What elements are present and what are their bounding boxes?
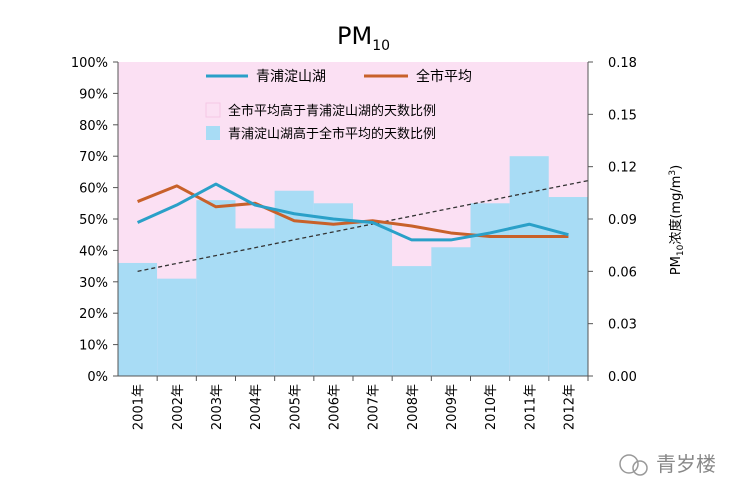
x-tick-label: 2005年 <box>288 384 303 430</box>
bar-qingpu-higher-12 <box>548 197 588 376</box>
bar-qingpu-higher-3 <box>196 200 236 376</box>
left-tick-label: 70% <box>79 150 108 165</box>
legend-label-qingpu: 青浦淀山湖 <box>256 69 326 85</box>
wechat-icon <box>619 454 639 474</box>
watermark: 青岁楼 <box>619 452 716 476</box>
right-tick-label: 0.03 <box>608 318 637 333</box>
left-tick-labels: 0% 10% 20% 30% 40% 50% 60% 70% 80% 90% 100% <box>71 56 118 385</box>
left-tick-label: 40% <box>79 244 108 259</box>
x-tick-label: 2002年 <box>171 384 186 430</box>
bar-qingpu-higher-1 <box>118 262 158 376</box>
right-tick-label: 0.00 <box>608 370 637 385</box>
left-tick-label: 80% <box>79 119 108 134</box>
legend-swatch-city-higher <box>205 102 221 118</box>
left-tick-label: 90% <box>79 87 108 102</box>
legend-label-city-higher: 全市平均高于青浦淀山湖的天数比例 <box>228 103 436 119</box>
bar-city-higher-2 <box>157 62 197 279</box>
legend-label-city: 全市平均 <box>416 68 472 85</box>
wechat-icon-bubble <box>632 460 648 476</box>
x-tick-label: 2012年 <box>562 384 577 430</box>
bar-city-higher-6 <box>313 62 353 204</box>
right-tick-labels: 0.00 0.03 0.06 0.09 0.12 0.15 0.18 <box>588 56 637 385</box>
bar-city-higher-4 <box>235 62 275 229</box>
left-tick-label: 20% <box>79 307 108 322</box>
line-qingpu <box>136 182 569 242</box>
bar-qingpu-higher-2 <box>157 278 197 376</box>
right-tick-label: 0.12 <box>608 161 637 176</box>
bar-city-higher-1 <box>118 62 158 263</box>
legend: 青浦淀山湖 全市平均 全市平均高于青浦淀山湖的天数比例 青浦淀山湖高于全市平均的… <box>205 68 472 142</box>
left-tick-label: 30% <box>79 276 108 291</box>
chart-title: PM10 <box>337 22 390 54</box>
bar-qingpu-higher-4 <box>235 228 275 376</box>
line-city-average <box>137 184 569 238</box>
bar-city-higher-5 <box>274 62 314 191</box>
x-tick-label: 2006年 <box>327 384 342 430</box>
right-axis-label: PM10浓度(mg/m3) <box>668 165 686 275</box>
x-tick-label: 2010年 <box>484 384 499 430</box>
left-tick-label: 50% <box>79 213 108 228</box>
bar-city-higher-7 <box>353 62 393 223</box>
x-tick-labels: 2001年 2002年 2003年 2004年 2005年 2006年 2007年 2008年… <box>132 376 589 430</box>
bar-city-higher-11 <box>509 62 549 157</box>
bar-city-higher-10 <box>470 62 510 204</box>
legend-swatch-qingpu-higher <box>206 126 220 140</box>
bar-qingpu-higher-5 <box>274 190 314 376</box>
left-tick-label: 0% <box>87 370 108 385</box>
left-tick-label: 60% <box>79 182 108 197</box>
right-tick-label: 0.15 <box>608 108 637 123</box>
bar-qingpu-higher-7 <box>353 222 393 376</box>
line-layer <box>136 179 589 272</box>
x-tick-label: 2009年 <box>445 384 460 430</box>
legend-label-qingpu-higher: 青浦淀山湖高于全市平均的天数比例 <box>228 126 436 142</box>
left-tick-label: 10% <box>79 339 108 354</box>
x-tick-label: 2003年 <box>210 384 225 430</box>
right-tick-label: 0.18 <box>608 56 637 71</box>
x-tick-label: 2008年 <box>406 384 421 430</box>
x-tick-label: 2004年 <box>249 384 264 430</box>
x-tick-label: 2001年 <box>132 384 147 430</box>
bar-city-higher-9 <box>431 62 471 248</box>
bar-city-higher-12 <box>548 62 588 198</box>
right-tick-label: 0.09 <box>608 213 637 228</box>
bar-qingpu-higher-8 <box>392 266 432 376</box>
bar-qingpu-higher-9 <box>431 247 471 376</box>
bar-city-higher-8 <box>392 62 432 267</box>
x-tick-label: 2007年 <box>367 384 382 430</box>
left-tick-label: 100% <box>71 56 108 71</box>
right-tick-label: 0.06 <box>608 265 637 280</box>
x-tick-label: 2011年 <box>523 384 538 430</box>
watermark-text: 青岁楼 <box>656 452 716 476</box>
